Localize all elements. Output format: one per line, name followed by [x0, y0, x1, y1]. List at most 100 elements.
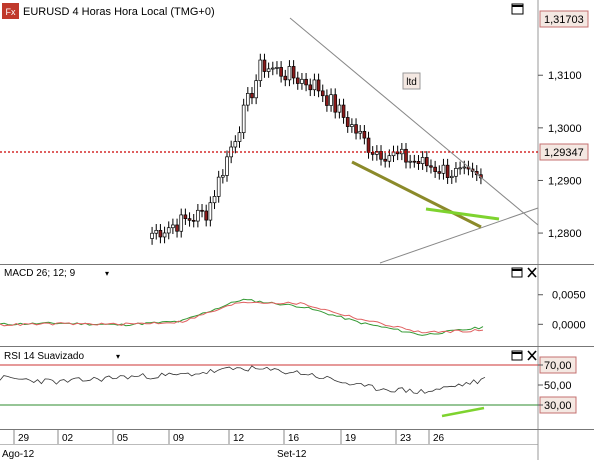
candle-body[interactable]	[458, 167, 462, 170]
macd-close-icon[interactable]	[527, 267, 537, 278]
macd-main-line[interactable]	[0, 298, 484, 336]
channel-upper-line[interactable]	[289, 17, 539, 226]
candle-body[interactable]	[262, 59, 267, 72]
macd-dropdown-icon[interactable]: ▾	[105, 269, 109, 278]
candle-body[interactable]	[270, 67, 275, 70]
candle-body[interactable]	[304, 78, 308, 86]
candle-body[interactable]	[295, 77, 300, 84]
macd-signal-line[interactable]	[0, 301, 484, 334]
macd-maximize-icon[interactable]	[511, 267, 523, 278]
candle-body[interactable]	[362, 130, 367, 139]
candle-body[interactable]	[308, 84, 313, 91]
candle-body[interactable]	[183, 214, 188, 219]
candle-body[interactable]	[154, 229, 159, 234]
candle-body[interactable]	[179, 214, 184, 232]
candle-body[interactable]	[241, 104, 246, 134]
candle-body[interactable]	[266, 68, 271, 72]
time-tick-label: 29	[18, 433, 30, 444]
candle-body[interactable]	[200, 209, 204, 212]
candle-body[interactable]	[166, 227, 171, 234]
candle-body[interactable]	[254, 80, 258, 99]
rsi-tick-label: 50,00	[544, 380, 572, 392]
candle-body[interactable]	[345, 117, 350, 127]
candle-body[interactable]	[337, 104, 342, 113]
candle-body[interactable]	[404, 148, 408, 163]
candle-body[interactable]	[329, 94, 333, 106]
candle-body[interactable]	[208, 202, 213, 221]
candle-body[interactable]	[462, 166, 467, 169]
candle-body[interactable]	[320, 90, 325, 97]
candle-body[interactable]	[437, 171, 442, 174]
candle-body[interactable]	[300, 78, 304, 84]
candle-body[interactable]	[237, 132, 242, 142]
time-axis-svg: 29 02 05 09 12 16 19 23 26 Ago-12 Set-12	[0, 430, 594, 460]
fx-badge[interactable]: Fx	[2, 3, 19, 19]
price-tick-label: 1,2900	[548, 175, 582, 187]
rsi-close-icon[interactable]	[527, 350, 537, 361]
channel-lower-line[interactable]	[379, 207, 539, 264]
candle-body[interactable]	[387, 155, 392, 162]
macd-title[interactable]: MACD 26; 12; 9	[4, 268, 76, 279]
candle-body[interactable]	[150, 232, 154, 239]
candle-body[interactable]	[341, 104, 346, 118]
candle-body[interactable]	[221, 175, 225, 178]
candle-body[interactable]	[196, 209, 200, 222]
candle-body[interactable]	[225, 156, 229, 176]
candle-body[interactable]	[366, 137, 371, 153]
candle-body[interactable]	[429, 165, 433, 168]
candle-body[interactable]	[408, 160, 412, 163]
rsi-title[interactable]: RSI 14 Suavizado	[4, 351, 84, 362]
candle-body[interactable]	[350, 124, 354, 127]
candle-body[interactable]	[187, 218, 192, 221]
candle-body[interactable]	[212, 196, 217, 204]
candle-body[interactable]	[370, 152, 375, 155]
svg-text:1,29347: 1,29347	[544, 147, 584, 159]
price-panel[interactable]: ltd 1,2800 1,2900 1,3000 1,3100 1,31703 1,2…	[0, 0, 594, 265]
candle-body[interactable]	[416, 161, 421, 164]
candle-body[interactable]	[333, 94, 338, 113]
candle-body[interactable]	[420, 157, 425, 164]
candle-body[interactable]	[316, 79, 321, 92]
candle-body[interactable]	[383, 158, 387, 162]
candle-body[interactable]	[279, 67, 283, 77]
rsi-panel[interactable]: 30,00 50,00 70,00 RSI 14 Suavizado ▾	[0, 347, 594, 430]
trendline-olive[interactable]	[351, 160, 482, 229]
candle-body[interactable]	[424, 157, 429, 167]
macd-panel[interactable]: 0,0000 0,0050 MACD 26; 12; 9 ▾	[0, 265, 594, 347]
candle-body[interactable]	[454, 168, 458, 177]
candle-body[interactable]	[171, 224, 175, 229]
candle-body[interactable]	[445, 164, 450, 178]
candle-body[interactable]	[433, 166, 437, 172]
rsi-line[interactable]	[0, 365, 486, 394]
macd-chart-svg[interactable]: 0,0000 0,0050 MACD 26; 12; 9 ▾	[0, 265, 594, 347]
candle-body[interactable]	[162, 232, 167, 238]
candle-body[interactable]	[441, 164, 446, 174]
candle-body[interactable]	[191, 219, 196, 222]
rsi-dropdown-icon[interactable]: ▾	[116, 352, 120, 361]
candle-body[interactable]	[412, 160, 417, 163]
candle-body[interactable]	[449, 175, 454, 178]
candle-body[interactable]	[354, 124, 358, 134]
candle-body[interactable]	[275, 67, 279, 69]
rsi-maximize-icon[interactable]	[511, 350, 523, 361]
candle-body[interactable]	[216, 176, 221, 197]
candle-body[interactable]	[175, 224, 179, 232]
candle-body[interactable]	[283, 75, 288, 81]
maximize-icon[interactable]	[511, 3, 524, 15]
candle-body[interactable]	[291, 66, 296, 79]
candle-body[interactable]	[233, 141, 238, 148]
candle-body[interactable]	[325, 95, 329, 106]
candle-body[interactable]	[258, 59, 263, 82]
candle-body[interactable]	[312, 79, 317, 91]
rsi-chart-svg[interactable]: 30,00 50,00 70,00 RSI 14 Suavizado ▾	[0, 347, 594, 430]
ltd-annotation[interactable]: ltd	[402, 72, 421, 90]
trendline-green[interactable]	[425, 207, 500, 221]
rsi-divergence-line[interactable]	[441, 406, 485, 418]
candle-body[interactable]	[158, 229, 163, 238]
candle-body[interactable]	[250, 93, 254, 99]
price-chart-svg[interactable]: ltd 1,2800 1,2900 1,3000 1,3100 1,31703 1,2…	[0, 0, 594, 265]
candle-body[interactable]	[204, 210, 209, 221]
candle-body[interactable]	[246, 93, 250, 106]
candle-body[interactable]	[358, 130, 363, 134]
candle-body[interactable]	[287, 66, 292, 81]
